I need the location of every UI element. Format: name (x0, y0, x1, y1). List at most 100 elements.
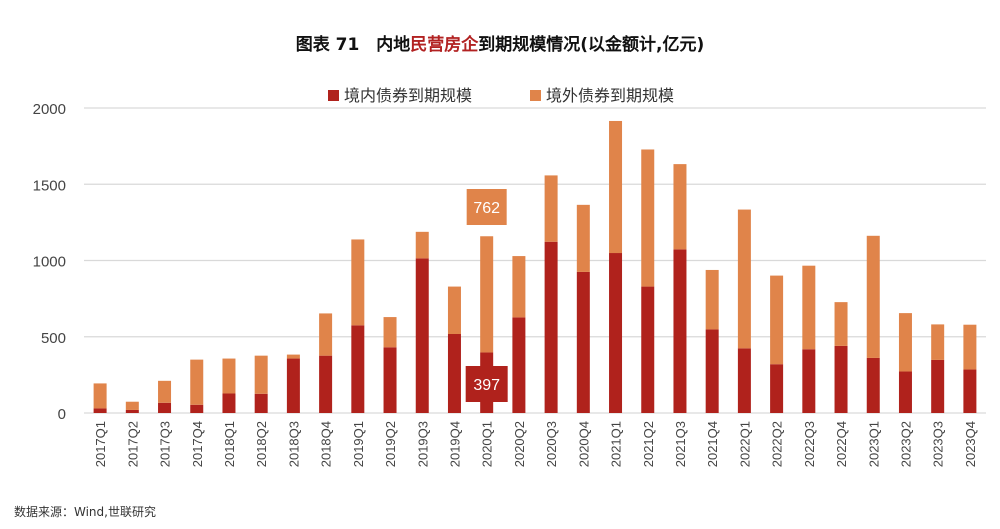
x-tick-label: 2018Q1 (222, 421, 237, 467)
bar-overseas (834, 302, 848, 346)
bar-domestic (415, 258, 429, 413)
bar-overseas (383, 317, 397, 348)
x-tick-label: 2017Q4 (190, 421, 205, 467)
x-tick-label: 2018Q2 (254, 421, 269, 467)
y-tick-label: 1000 (33, 254, 66, 271)
bar-overseas (770, 275, 784, 365)
bar-domestic (802, 349, 816, 413)
bar-domestic (673, 249, 687, 413)
bar-overseas (254, 355, 268, 394)
x-tick-label: 2020Q1 (480, 421, 495, 467)
data-label: 762 (473, 200, 500, 217)
bar-domestic (963, 369, 977, 413)
x-tick-label: 2018Q4 (319, 421, 334, 467)
bar-overseas (641, 149, 655, 287)
bar-domestic (576, 271, 590, 413)
bar-domestic (705, 329, 719, 413)
bar-overseas (512, 256, 526, 318)
x-tick-label: 2017Q3 (158, 421, 173, 467)
bar-domestic (931, 359, 945, 413)
y-tick-label: 500 (41, 330, 66, 347)
x-tick-label: 2020Q3 (544, 421, 559, 467)
title-highlight: 民营房企 (410, 35, 479, 55)
bar-domestic (351, 325, 365, 413)
chart-title: 图表 71 内地民营房企到期规模情况(以金额计,亿元) (0, 30, 1000, 55)
bar-overseas (415, 231, 429, 259)
bar-domestic (641, 286, 655, 413)
bar-overseas (222, 358, 236, 394)
x-tick-label: 2023Q4 (963, 421, 978, 467)
bar-domestic (125, 409, 139, 413)
legend-label: 境内债券到期规模 (344, 86, 472, 105)
bar-overseas (351, 239, 365, 326)
title-prefix: 图表 71 内地 (295, 35, 411, 55)
bar-overseas (576, 204, 590, 272)
bar-overseas (158, 380, 172, 403)
bar-domestic (190, 404, 204, 413)
bar-domestic (222, 393, 236, 413)
bar-overseas (125, 401, 139, 410)
legend-swatch (530, 90, 541, 101)
y-tick-label: 2000 (33, 101, 66, 118)
bar-domestic (898, 371, 912, 413)
source-note: 数据来源：Wind,世联研究 (14, 505, 156, 519)
x-tick-label: 2019Q1 (351, 421, 366, 467)
x-tick-label: 2019Q4 (447, 421, 462, 467)
bar-domestic (254, 393, 268, 413)
legend-label: 境外债券到期规模 (546, 86, 674, 105)
y-tick-label: 1500 (33, 177, 66, 194)
x-tick-label: 2021Q1 (609, 421, 624, 467)
x-tick-label: 2022Q1 (737, 421, 752, 467)
x-tick-label: 2017Q2 (125, 421, 140, 467)
bar-overseas (319, 313, 333, 356)
bar-domestic (737, 348, 751, 413)
bar-overseas (609, 120, 623, 254)
x-tick-label: 2020Q4 (576, 421, 591, 467)
bar-domestic (447, 334, 461, 413)
legend-swatch (328, 90, 339, 101)
x-tick-label: 2019Q3 (415, 421, 430, 467)
bar-domestic (286, 358, 300, 413)
bar-overseas (866, 235, 880, 358)
x-tick-label: 2023Q2 (898, 421, 913, 467)
bar-overseas (286, 354, 300, 359)
bar-domestic (158, 402, 172, 413)
bar-domestic (544, 241, 558, 413)
data-label-box (466, 189, 507, 225)
x-tick-label: 2021Q3 (673, 421, 688, 467)
y-tick-label: 0 (58, 406, 66, 423)
bar-overseas (93, 383, 107, 409)
data-label: 397 (473, 377, 500, 394)
x-tick-label: 2023Q3 (931, 421, 946, 467)
bar-overseas (480, 236, 494, 353)
x-tick-label: 2022Q2 (770, 421, 785, 467)
x-tick-label: 2022Q3 (802, 421, 817, 467)
bar-domestic (319, 355, 333, 413)
bar-domestic (93, 408, 107, 413)
x-tick-label: 2018Q3 (286, 421, 301, 467)
bar-overseas (931, 324, 945, 360)
bar-domestic (770, 364, 784, 413)
bar-overseas (963, 324, 977, 370)
data-label-box (465, 366, 508, 402)
bar-domestic (512, 317, 526, 413)
bar-overseas (705, 269, 719, 330)
x-tick-label: 2022Q4 (834, 421, 849, 467)
bar-domestic (834, 345, 848, 413)
bar-domestic (383, 347, 397, 413)
bar-domestic (609, 253, 623, 413)
bar-overseas (190, 359, 204, 405)
x-tick-label: 2021Q4 (705, 421, 720, 467)
x-tick-label: 2019Q2 (383, 421, 398, 467)
bar-overseas (447, 286, 461, 335)
bar-overseas (737, 209, 751, 349)
x-tick-label: 2021Q2 (641, 421, 656, 467)
x-tick-label: 2023Q1 (866, 421, 881, 467)
bar-overseas (673, 164, 687, 250)
bar-overseas (802, 265, 816, 350)
x-tick-label: 2017Q1 (93, 421, 108, 467)
bar-domestic (866, 357, 880, 413)
bar-overseas (898, 313, 912, 372)
